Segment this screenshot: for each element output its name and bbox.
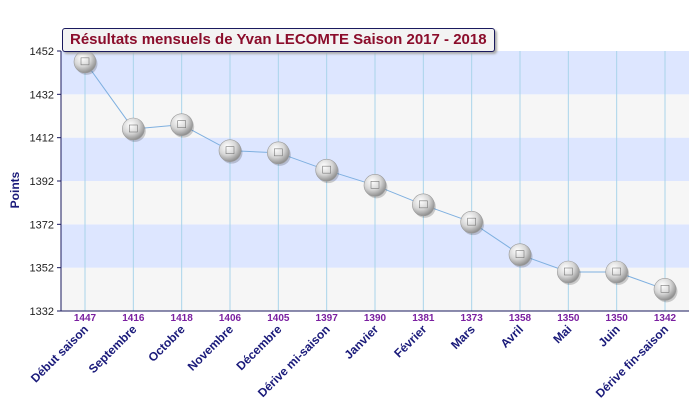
y-axis-label: Points (8, 171, 22, 208)
data-point (508, 243, 533, 268)
data-point-emblem (370, 181, 380, 189)
data-point (170, 113, 195, 138)
data-point-emblem (225, 146, 235, 154)
value-label: 1406 (219, 313, 242, 324)
category-label: Juin (595, 322, 622, 349)
value-label: 1447 (74, 313, 97, 324)
y-tick-label: 1332 (30, 306, 54, 318)
data-point-emblem (660, 285, 670, 293)
category-label: Novembre (185, 322, 237, 374)
data-point-marker (605, 260, 628, 284)
data-point (122, 117, 146, 142)
y-tick-label: 1372 (30, 219, 54, 231)
data-point (73, 50, 98, 75)
data-point-marker (460, 210, 483, 234)
data-point-marker (218, 139, 242, 162)
value-labels: 1447 1416 1418 1406 1405 1397 1390 1381 1373 1358… (74, 313, 677, 324)
data-point-emblem (467, 217, 476, 226)
data-point-marker (267, 141, 290, 165)
category-label: Octobre (145, 322, 188, 365)
data-point-marker (122, 117, 145, 141)
value-label: 1405 (267, 313, 290, 324)
data-point-emblem (129, 124, 138, 133)
data-point-marker (557, 260, 580, 284)
y-tick-label: 1412 (30, 133, 54, 145)
y-tick-labels: 1332 1352 1372 1392 1412 1432 1452 (30, 46, 61, 318)
data-point (315, 158, 340, 184)
y-tick-label: 1432 (30, 89, 54, 101)
value-label: 1397 (316, 313, 339, 324)
category-label: Début saison (28, 322, 91, 385)
data-point-marker (653, 278, 677, 301)
value-label: 1342 (654, 313, 677, 324)
data-point (460, 210, 485, 236)
data-point (218, 139, 243, 164)
data-point-marker (508, 243, 532, 266)
data-point (653, 278, 678, 303)
value-label: 1350 (606, 313, 629, 324)
data-point-emblem (612, 267, 621, 276)
data-point-emblem (322, 165, 331, 174)
data-point-marker (363, 174, 387, 197)
value-label: 1390 (364, 313, 387, 324)
y-tick-label: 1352 (30, 263, 54, 275)
data-point-marker (170, 113, 193, 136)
data-point (363, 174, 388, 199)
value-label: 1373 (461, 313, 484, 324)
data-point-emblem (274, 148, 283, 157)
category-label: Septembre (86, 322, 140, 376)
data-point-emblem (515, 250, 525, 258)
data-point-marker (73, 50, 97, 74)
data-point-emblem (564, 267, 573, 276)
data-point-emblem (419, 200, 428, 209)
data-points (73, 50, 678, 303)
value-label: 1416 (122, 313, 145, 324)
data-point-emblem (80, 57, 90, 66)
value-label: 1418 (171, 313, 194, 324)
value-label: 1358 (509, 313, 532, 324)
data-point-marker (315, 158, 338, 182)
data-point (605, 260, 630, 285)
data-point-emblem (177, 120, 186, 128)
category-label: Décembre (234, 322, 285, 373)
value-label: 1381 (412, 313, 435, 324)
category-label: Mars (448, 322, 478, 352)
data-point (557, 260, 581, 285)
data-point-marker (412, 193, 435, 217)
category-label: Février (391, 322, 429, 360)
value-label: 1350 (557, 313, 580, 324)
data-point (267, 141, 291, 166)
category-label: Avril (498, 322, 526, 350)
y-tick-label: 1392 (30, 176, 54, 188)
chart-title: Résultats mensuels de Yvan LECOMTE Saiso… (62, 28, 495, 52)
data-point (412, 193, 436, 218)
category-label: Mai (550, 322, 574, 346)
category-label: Janvier (342, 322, 382, 362)
y-tick-label: 1452 (30, 46, 54, 58)
